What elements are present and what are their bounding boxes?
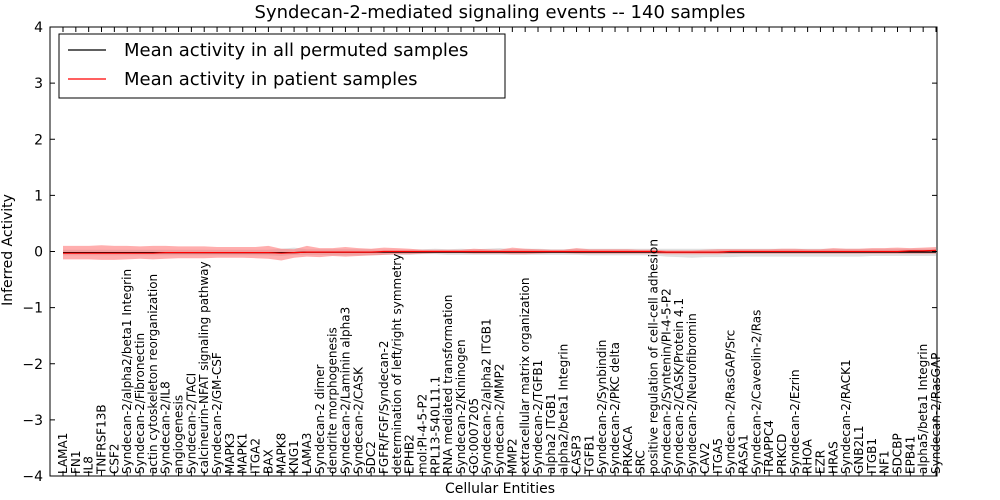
x-category-label: MAPK1	[236, 433, 250, 474]
chart-title: Syndecan-2-mediated signaling events -- …	[255, 2, 746, 23]
x-category-label: MAPK3	[223, 433, 237, 474]
x-category-label: LAMA3	[300, 433, 314, 474]
y-axis-ticks: 4 3 2 1 0 −1 −2 −3 −4	[22, 20, 937, 485]
x-category-label: CASP3	[570, 435, 584, 474]
x-category-label: SDC2	[364, 441, 378, 474]
x-category-label: Syndecan-2/MMP2	[493, 364, 507, 474]
y-tick-label: −4	[22, 469, 43, 485]
x-category-label: NF1	[878, 450, 892, 474]
x-category-label: PRKACA	[621, 425, 635, 474]
x-category-label: SDCBP	[891, 433, 905, 474]
series-lines	[63, 249, 937, 254]
x-category-label: EPHB2	[403, 434, 417, 474]
x-category-label: alpha2 ITGB1	[544, 393, 558, 474]
x-category-label: GO:0007205	[467, 398, 481, 474]
x-category-label: LAMA1	[56, 433, 70, 474]
x-category-label: Syndecan-2/Caveolin-2/Ras	[749, 310, 763, 474]
x-category-label: alpha2/beta1 Integrin	[557, 344, 571, 474]
x-category-label: PRKCD	[775, 434, 789, 474]
legend-patient-label: Mean activity in patient samples	[124, 69, 418, 90]
x-category-labels: LAMA1FN1IL8TNFRSF13BCSF2Syndecan-2/alpha…	[56, 27, 943, 476]
patient-mean-line	[63, 249, 937, 254]
x-category-label: Syndecan-2/GM-CSF	[210, 352, 224, 474]
x-category-label: IL8	[82, 456, 96, 474]
x-category-label: SRC	[634, 450, 648, 474]
y-tick-label: 1	[34, 188, 43, 204]
x-category-label: Syndecan-2/RasGAP/Src	[724, 330, 738, 474]
x-category-label: Syndecan-2/Synbindin	[595, 340, 609, 474]
x-category-label: ITGA5	[711, 438, 725, 474]
x-category-label: Syndecan-2/alpha2/beta1 Integrin	[120, 269, 134, 474]
y-tick-label: −3	[22, 413, 43, 429]
y-tick-label: 0	[34, 245, 43, 261]
x-category-label: RPL13-540L11.1	[428, 376, 442, 474]
x-category-label: actin cytoskeleton reorganization	[146, 274, 160, 474]
x-category-label: EPB41	[903, 436, 917, 474]
x-axis-label: Cellular Entities	[445, 481, 555, 497]
x-category-label: TGFB1	[582, 435, 596, 475]
plot-frame	[49, 26, 938, 477]
x-category-label: TNFRSF13B	[95, 404, 109, 475]
x-category-label: KNG1	[287, 440, 301, 474]
x-category-label: FGFR/FGF/Syndecan-2	[377, 341, 391, 474]
x-category-label: extracellular matrix organization	[518, 278, 532, 475]
legend-box	[58, 33, 506, 99]
x-category-label: RHOA	[801, 438, 815, 474]
x-category-label: Syndecan-2/TGFB1	[531, 360, 545, 474]
x-category-label: Syndecan-2/Fibronectin	[133, 333, 147, 474]
x-category-label: GNB2L1	[852, 426, 866, 474]
x-category-label: Syndecan-2/RasGAP	[929, 353, 943, 474]
y-tick-label: 3	[34, 76, 43, 92]
x-category-label: Syndecan-2/Neurofibromin	[685, 313, 699, 474]
x-category-label: Syndecan-2/Kininogen	[454, 339, 468, 474]
patient-band	[63, 245, 936, 261]
x-category-label: Syndecan-2/CASK/Protein 4.1	[672, 298, 686, 474]
x-category-label: RNA mediated transformation	[441, 295, 455, 474]
y-tick-label: 2	[34, 132, 43, 148]
x-category-label: Syndecan-2/RACK1	[839, 359, 853, 474]
y-tick-label: −2	[22, 357, 43, 373]
x-category-label: Syndecan-2 dimer	[313, 364, 327, 474]
x-category-label: CAV2	[698, 442, 712, 474]
x-category-label: MMP2	[505, 438, 519, 474]
y-tick-label: −1	[22, 301, 43, 317]
x-category-label: HRAS	[826, 441, 840, 474]
x-category-label: alpha5/beta1 Integrin	[916, 344, 930, 474]
x-category-label: MAPK8	[274, 433, 288, 474]
x-category-label: ITGA2	[249, 438, 263, 474]
x-category-label: RASA1	[736, 434, 750, 474]
x-category-label: Syndecan-2/Syntenin/PI-4-5-P2	[659, 288, 673, 474]
x-category-label: positive regulation of cell-cell adhesio…	[647, 239, 661, 474]
y-tick-label: 4	[34, 20, 43, 36]
x-category-label: EZR	[814, 450, 828, 474]
x-category-label: Syndecan-2/alpha2 ITGB1	[480, 318, 494, 474]
x-category-label: mol:PI-4-5-P2	[416, 394, 430, 474]
x-category-label: CSF2	[107, 443, 121, 474]
legend-permuted-label: Mean activity in all permuted samples	[124, 40, 468, 61]
x-category-label: Syndecan-2/Ezrin	[788, 369, 802, 474]
x-category-label: dendrite morphogenesis	[326, 327, 340, 474]
x-category-label: FN1	[69, 450, 83, 474]
x-category-label: calcineurin-NFAT signaling pathway	[197, 261, 211, 474]
x-category-label: Syndecan-2/Laminin alpha3	[338, 307, 352, 474]
x-category-label: determination of left/right symmetry	[390, 254, 404, 474]
x-category-label: BAX	[261, 449, 275, 474]
x-category-label: Syndecan-2/TACI	[184, 373, 198, 474]
legend: Mean activity in all permuted samples Me…	[58, 33, 506, 99]
x-category-label: ITGB1	[865, 438, 879, 474]
x-category-label: Syndecan-2/CASK	[351, 366, 365, 474]
x-category-label: angiogenesis	[172, 395, 186, 474]
x-category-label: TRAPPC4	[762, 420, 776, 475]
x-category-label: Syndecan-2/IL8	[159, 381, 173, 474]
x-category-label: Syndecan-2/PKC delta	[608, 342, 622, 474]
y-axis-label: Inferred Activity	[0, 194, 16, 306]
